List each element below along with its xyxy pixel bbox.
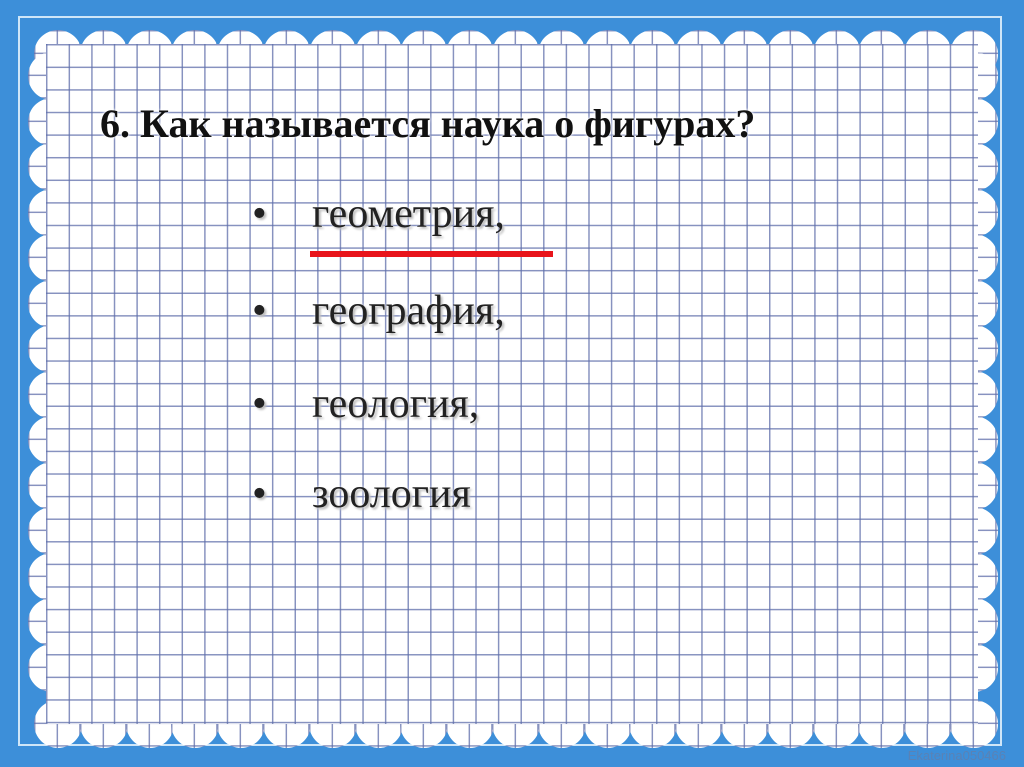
option-text: геология, (312, 381, 480, 427)
option-text: геометрия, (312, 191, 505, 237)
option-geography: • география, (252, 287, 505, 335)
watermark: Ekaterina050466 (907, 748, 1006, 763)
option-geology: • геология, (252, 380, 479, 428)
bullet: • (252, 471, 267, 517)
correct-answer-underline (310, 251, 553, 257)
question-title: 6. Как называется наука о фигурах? (100, 101, 756, 146)
grid-paper (46, 44, 978, 724)
bullet: • (252, 288, 267, 334)
bullet: • (252, 191, 267, 237)
bullet: • (252, 381, 267, 427)
option-text: география, (312, 288, 505, 334)
option-geometry: • геометрия, (252, 190, 505, 238)
option-zoology: • зоология (252, 470, 471, 518)
option-text: зоология (312, 471, 471, 517)
